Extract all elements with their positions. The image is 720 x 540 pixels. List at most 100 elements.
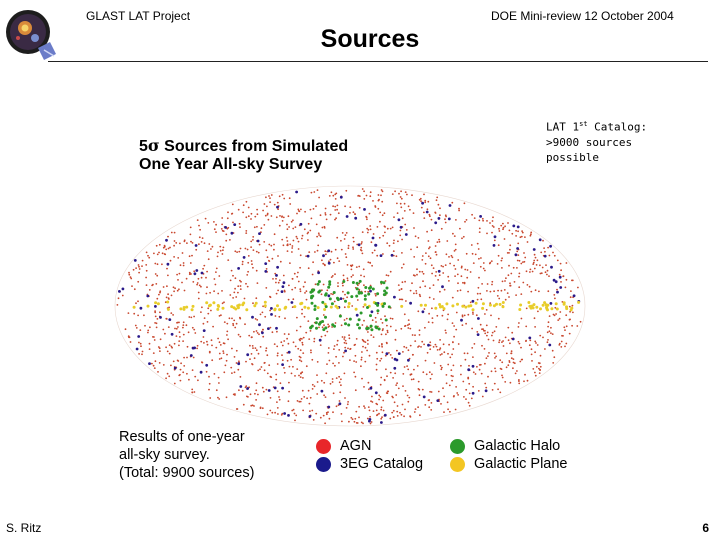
agn-source [417,310,420,313]
agn-source [196,347,198,350]
agn-source [295,329,298,332]
agn-source [418,329,421,332]
agn-source [436,241,439,243]
agn-source [432,267,435,269]
agn-source [352,240,355,243]
agn-source [412,212,415,214]
egret-source [287,414,290,417]
agn-source [400,327,403,330]
halo-source [369,314,372,318]
halo-source [328,297,332,301]
agn-source [484,362,486,365]
agn-source [367,229,370,231]
agn-source [455,219,457,221]
agn-source [368,409,371,412]
egret-source [230,231,234,235]
egret-source [552,278,556,282]
agn-source [378,394,381,397]
agn-source [176,273,178,276]
agn-source [344,397,346,399]
agn-source [302,377,304,379]
halo-source [384,291,388,295]
agn-source [281,412,284,415]
agn-source [425,373,428,376]
agn-source [469,301,472,304]
agn-source [265,249,268,252]
agn-source [456,273,459,276]
agn-source [447,275,450,278]
agn-source [346,264,349,266]
agn-source [254,392,256,395]
agn-source [491,389,494,391]
agn-source [344,293,346,296]
agn-source [343,338,346,340]
agn-source [400,413,403,416]
agn-source [457,282,459,285]
agn-source [473,217,476,219]
agn-source [303,396,306,398]
agn-source [283,371,286,374]
agn-source [492,216,494,219]
agn-source [334,205,337,208]
halo-source [359,311,363,315]
agn-source [338,381,341,384]
egret-source [251,315,254,319]
agn-source [444,218,446,221]
agn-source [445,253,448,256]
halo-source [367,292,371,296]
agn-source [534,351,536,354]
agn-source [228,317,231,320]
egret-source [276,205,279,209]
agn-source [370,400,372,403]
agn-source [185,277,188,280]
agn-source [138,271,140,274]
agn-source [560,340,563,343]
agn-source [280,341,283,344]
agn-source [384,315,386,318]
egret-source [471,391,475,395]
agn-source [363,340,365,343]
agn-source [502,222,504,225]
agn-source [500,368,503,370]
agn-source [515,235,517,237]
agn-source [165,317,168,320]
halo-source [370,328,374,332]
agn-source [138,265,140,268]
agn-source [273,203,276,206]
agn-source [188,316,191,318]
agn-source [502,340,504,342]
agn-source [509,248,511,251]
agn-source [265,388,268,391]
agn-source [547,246,549,249]
plane-source [532,303,536,307]
agn-source [234,250,237,253]
agn-source [196,282,199,284]
egret-source [422,395,426,399]
plane-source [577,300,581,304]
agn-source [389,325,392,328]
agn-source [445,382,448,385]
agn-source [491,225,494,227]
agn-source [352,274,354,276]
egret-source [471,299,475,303]
agn-source [476,331,479,333]
agn-source [267,218,270,221]
agn-source [395,384,398,386]
agn-source [333,345,336,347]
agn-source [384,231,386,234]
agn-source [166,267,168,270]
agn-source [170,364,172,367]
agn-source [442,387,444,390]
halo-source [316,282,320,286]
egret-source [270,307,273,310]
agn-source [251,404,254,407]
plane-source [190,308,194,312]
agn-source [450,369,453,371]
agn-source [307,239,309,241]
agn-source [487,375,489,378]
agn-source [235,296,238,298]
egret-source [275,274,278,277]
agn-source [222,350,225,352]
agn-source [389,417,392,420]
agn-source [504,381,507,383]
